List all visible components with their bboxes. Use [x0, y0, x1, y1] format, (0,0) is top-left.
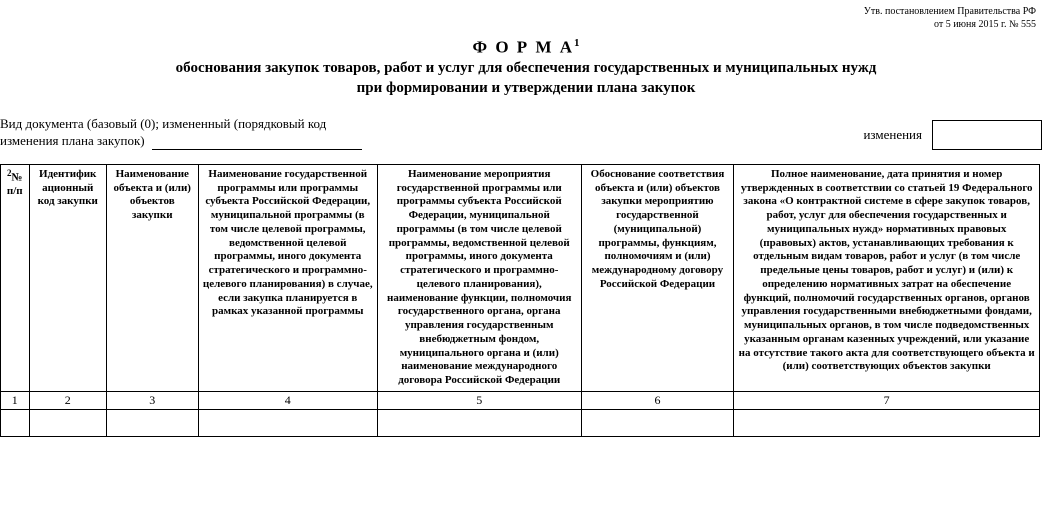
blank-4[interactable]: [198, 409, 377, 436]
numcell-5: 5: [377, 391, 581, 409]
header-row: 2№ п/п Идентифик ационный код закупки На…: [1, 164, 1040, 391]
title-line2: обоснования закупок товаров, работ и усл…: [0, 58, 1052, 78]
doc-meta-text2: изменения плана закупок): [0, 133, 145, 148]
data-row-blank: [1, 409, 1040, 436]
numcell-2: 2: [29, 391, 106, 409]
blank-2[interactable]: [29, 409, 106, 436]
numcell-7: 7: [734, 391, 1040, 409]
header-col-2: Идентифик ационный код закупки: [29, 164, 106, 391]
numcell-3: 3: [106, 391, 198, 409]
header-col-5: Наименование мероприятия государственной…: [377, 164, 581, 391]
header-col-6: Обоснование соответствия объекта и (или)…: [581, 164, 734, 391]
blank-5[interactable]: [377, 409, 581, 436]
approval-line1: Утв. постановлением Правительства РФ: [0, 6, 1036, 19]
doc-meta-underline[interactable]: [152, 135, 362, 150]
header-col-1: 2№ п/п: [1, 164, 30, 391]
change-number-box[interactable]: [932, 120, 1042, 150]
approval-line2: от 5 июня 2015 г. № 555: [0, 19, 1036, 32]
header-col-3: Наименование объекта и (или) объектов за…: [106, 164, 198, 391]
number-row: 1 2 3 4 5 6 7: [1, 391, 1040, 409]
title-footnote-marker: 1: [574, 37, 580, 49]
numcell-4: 4: [198, 391, 377, 409]
change-label: изменения: [863, 127, 922, 143]
main-table: 2№ п/п Идентифик ационный код закупки На…: [0, 164, 1040, 437]
title-word: Ф О Р М А1: [0, 37, 1052, 58]
page-root: Утв. постановлением Правительства РФ от …: [0, 0, 1064, 529]
title-word-text: Ф О Р М А: [472, 38, 574, 57]
blank-7[interactable]: [734, 409, 1040, 436]
blank-6[interactable]: [581, 409, 734, 436]
doc-meta-right: изменения: [863, 120, 1052, 150]
blank-3[interactable]: [106, 409, 198, 436]
doc-meta-row: Вид документа (базовый (0); измененный (…: [0, 116, 1052, 150]
numcell-1: 1: [1, 391, 30, 409]
approval-block: Утв. постановлением Правительства РФ от …: [0, 6, 1052, 31]
title-block: Ф О Р М А1 обоснования закупок товаров, …: [0, 37, 1052, 98]
blank-1[interactable]: [1, 409, 30, 436]
numcell-6: 6: [581, 391, 734, 409]
doc-meta-text1: Вид документа (базовый (0); измененный (…: [0, 116, 326, 131]
header-col-4: Наименование государственной программы и…: [198, 164, 377, 391]
header-col-7: Полное наименование, дата принятия и ном…: [734, 164, 1040, 391]
doc-meta-left: Вид документа (базовый (0); измененный (…: [0, 116, 362, 150]
title-line3: при формировании и утверждении плана зак…: [0, 78, 1052, 98]
